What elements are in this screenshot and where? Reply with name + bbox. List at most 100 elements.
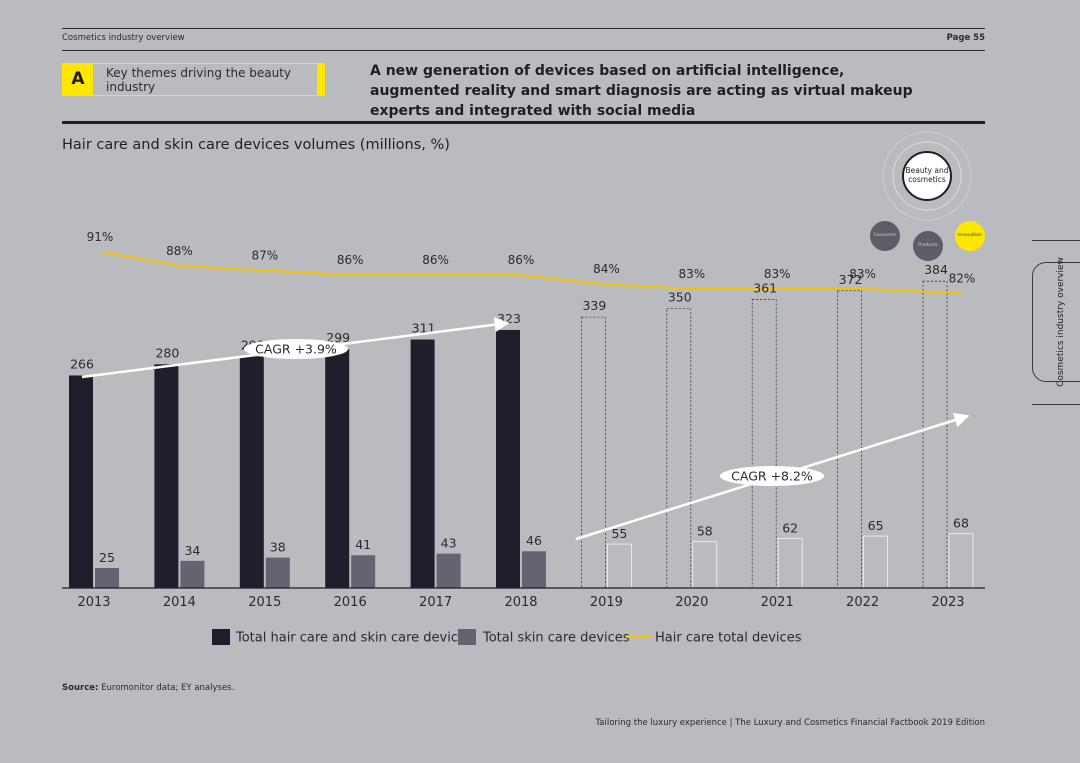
tick-2022: 2022 [846, 595, 879, 610]
series-hair-line [101, 251, 963, 295]
source-text: Euromonitor data; EY analyses. [101, 683, 235, 693]
label-total-2013: 266 [70, 356, 94, 371]
legend-swatch-total [212, 629, 230, 645]
label-total-2014: 280 [155, 345, 179, 360]
legend-label-skin: Total skin care devices [482, 631, 630, 646]
side-divider-top [1032, 240, 1080, 241]
tick-2016: 2016 [334, 595, 367, 610]
headline-rule [62, 121, 985, 124]
badge-rings [882, 131, 972, 221]
label-skin-2021: 62 [782, 520, 798, 535]
bar-skin-2022 [863, 535, 888, 589]
tick-2023: 2023 [931, 595, 964, 610]
tick-2017: 2017 [419, 595, 452, 610]
label-skin-2018: 46 [526, 533, 542, 548]
label-skin-2023: 68 [953, 516, 969, 531]
theme-text: Key themes driving the beauty industry [106, 66, 292, 94]
label-skin-2016: 41 [355, 537, 371, 552]
line-label-2015: 87% [251, 248, 278, 262]
products-badge: Products [913, 231, 943, 261]
side-divider-bottom [1032, 404, 1080, 405]
bar-skin-2019 [607, 543, 632, 589]
legend-swatch-skin [458, 629, 476, 645]
page-number: Page 55 [946, 33, 985, 43]
bar-skin-2021 [777, 538, 803, 589]
line-label-2018: 86% [508, 253, 535, 267]
line-label-2014: 88% [166, 244, 193, 258]
line-label-2021: 83% [764, 267, 791, 281]
bar-skin-2023 [948, 533, 974, 589]
bar-total-2018 [496, 329, 520, 588]
bar-skin-2013 [95, 568, 119, 588]
tick-2020: 2020 [675, 595, 708, 610]
chart-title: Hair care and skin care devices volumes … [62, 137, 450, 153]
series-total-bars [69, 280, 948, 589]
side-tab[interactable] [1032, 262, 1080, 382]
bar-skin-2018 [522, 551, 546, 588]
bar-total-2013 [69, 375, 93, 588]
line-label-2013: 91% [87, 230, 114, 244]
headline: A new generation of devices based on art… [370, 63, 913, 119]
innovation-badge: Innovation [955, 221, 985, 251]
line-label-2019: 84% [593, 262, 620, 276]
label-total-2021: 361 [753, 281, 777, 296]
line-label-2020: 83% [678, 267, 705, 281]
header-rule [62, 50, 985, 51]
line-label-2016: 86% [337, 253, 364, 267]
bar-total-2015 [239, 356, 264, 588]
label-skin-2015: 38 [270, 540, 286, 555]
tick-2018: 2018 [504, 595, 537, 610]
line-label-2022: 83% [849, 267, 876, 281]
consumer-badge: Consumer [870, 221, 900, 251]
bar-total-2017 [410, 339, 435, 588]
cagr-arrows: CAGR +3.9% CAGR +8.2% [81, 317, 970, 541]
bar-total-2016 [325, 349, 350, 588]
theme-box: A Key themes driving the beauty industry [62, 63, 325, 96]
legend-label-total: Total hair care and skin care devices [235, 631, 473, 646]
line-label-2023: 82% [949, 271, 976, 285]
bar-total-2020 [666, 307, 692, 589]
top-rule [62, 28, 985, 29]
source-note: Source: Euromonitor data; EY analyses. [62, 683, 234, 693]
label-skin-2013: 25 [99, 550, 115, 565]
bar-total-2021 [751, 299, 777, 589]
label-total-2023: 384 [924, 262, 948, 277]
cagr-label-1: CAGR +3.9% [255, 342, 337, 357]
cagr-pill-1 [244, 339, 348, 359]
label-skin-2017: 43 [441, 536, 457, 551]
bar-skin-2015 [265, 557, 290, 588]
legend: Total hair care and skin care devices Tot… [212, 629, 802, 646]
label-total-2022: 372 [839, 272, 863, 287]
footer: Tailoring the luxury experience | The Lu… [595, 718, 986, 728]
bar-total-2019 [581, 316, 606, 589]
theme-letter: A [63, 64, 93, 95]
tick-2015: 2015 [248, 595, 281, 610]
side-tab-label: Cosmetics industry overview [1056, 257, 1066, 387]
tick-2019: 2019 [590, 595, 623, 610]
label-total-2019: 339 [582, 298, 606, 313]
series-skin-bars [95, 533, 974, 589]
bar-skin-2020 [692, 541, 718, 589]
tick-2013: 2013 [77, 595, 110, 610]
legend-label-hair: Hair care total devices [655, 631, 802, 646]
bar-total-2023 [922, 280, 948, 589]
beauty-badge: Beauty and cosmetics [902, 151, 952, 201]
bar-total-2022 [837, 290, 862, 589]
theme-accent-bar [317, 64, 324, 95]
label-skin-2020: 58 [697, 524, 713, 539]
label-skin-2014: 34 [184, 543, 200, 558]
bar-skin-2017 [436, 553, 461, 588]
cagr-label-2: CAGR +8.2% [731, 469, 813, 484]
hair-line-path [101, 251, 963, 295]
source-label: Source: [62, 683, 99, 693]
section-title: Cosmetics industry overview [62, 33, 185, 43]
bar-skin-2016 [351, 555, 376, 588]
line-label-2017: 86% [422, 253, 449, 267]
bar-total-2014 [154, 364, 179, 588]
label-skin-2019: 55 [611, 526, 627, 541]
tick-2014: 2014 [163, 595, 196, 610]
cagr-pill-2 [720, 466, 824, 486]
label-total-2016: 299 [326, 330, 350, 345]
data-labels: 2662520132803420142903820152994120163114… [70, 230, 975, 610]
